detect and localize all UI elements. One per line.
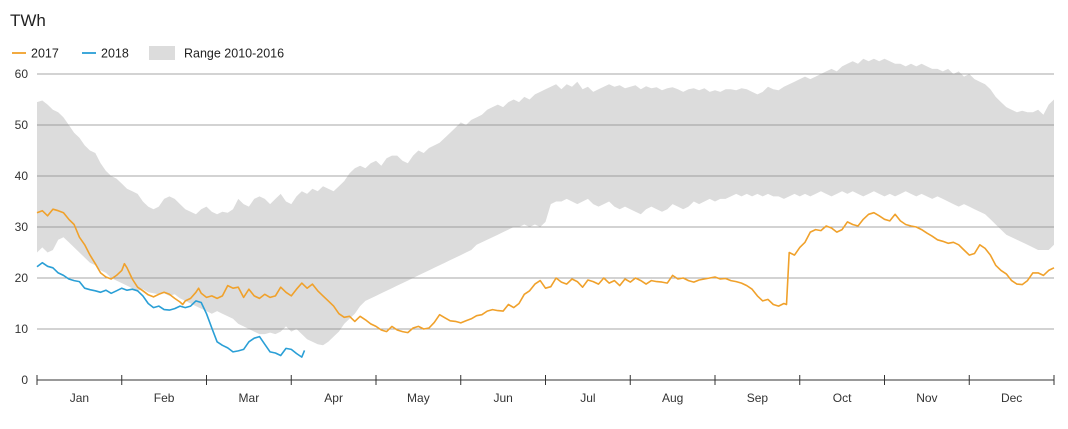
x-tick-label-dec: Dec — [1001, 391, 1022, 405]
y-tick-label-60: 60 — [15, 67, 29, 81]
y-tick-label-40: 40 — [15, 169, 29, 183]
x-tick-label-may: May — [407, 391, 430, 405]
x-tick-label-jul: Jul — [580, 391, 595, 405]
legend: 2017 2018 Range 2010-2016 — [12, 46, 284, 61]
legend-label-range: Range 2010-2016 — [184, 47, 284, 61]
legend-swatch-range — [149, 46, 175, 60]
range-2010-2016-area — [37, 58, 1054, 346]
series-line-2018 — [36, 261, 306, 358]
y-axis-unit-label: TWh — [10, 11, 46, 30]
y-tick-label-30: 30 — [15, 220, 29, 234]
y-tick-label-0: 0 — [21, 373, 28, 387]
x-tick-label-aug: Aug — [662, 391, 683, 405]
legend-label-2017: 2017 — [31, 47, 59, 61]
x-tick-label-oct: Oct — [833, 391, 852, 405]
legend-label-2018: 2018 — [101, 47, 129, 61]
y-tick-label-10: 10 — [15, 322, 29, 336]
x-tick-label-apr: Apr — [324, 391, 343, 405]
y-tick-label-50: 50 — [15, 118, 29, 132]
x-tick-label-sep: Sep — [747, 391, 769, 405]
x-tick-label-mar: Mar — [239, 391, 260, 405]
y-axis-ticks: 0 10 20 30 40 50 60 — [15, 67, 29, 387]
x-tick-label-jan: Jan — [70, 391, 89, 405]
x-tick-label-jun: Jun — [493, 391, 512, 405]
x-tick-label-feb: Feb — [154, 391, 175, 405]
series-line-2017 — [36, 208, 1055, 334]
y-tick-label-20: 20 — [15, 271, 29, 285]
x-tick-label-nov: Nov — [916, 391, 937, 405]
x-axis: Jan Feb Mar Apr May Jun Jul Aug Sep Oct Nov Dec — [36, 375, 1055, 405]
gridlines — [37, 73, 1054, 330]
